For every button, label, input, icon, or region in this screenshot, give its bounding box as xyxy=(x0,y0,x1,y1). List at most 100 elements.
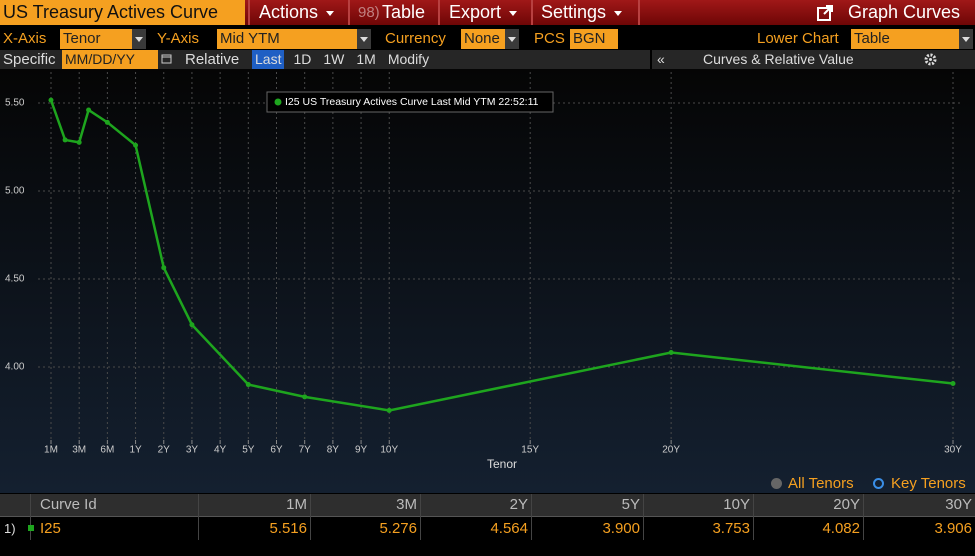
key-tenors-label[interactable]: Key Tenors xyxy=(891,475,966,492)
chart-background xyxy=(0,69,975,493)
all-tenors-radio[interactable] xyxy=(771,478,782,489)
date-field[interactable]: MM/DD/YY xyxy=(62,50,158,69)
specific-label: Specific xyxy=(3,51,56,68)
collapse-button[interactable]: « xyxy=(657,51,665,67)
table-cell: 5.276 xyxy=(379,520,417,537)
x-axis-label: X-Axis xyxy=(3,30,47,47)
pcs-field[interactable]: BGN xyxy=(570,29,618,49)
data-point xyxy=(386,407,392,413)
column-divider xyxy=(30,494,31,540)
column-divider xyxy=(310,494,311,540)
x-tick-label: 3Y xyxy=(186,445,199,456)
table-cell: 5.516 xyxy=(269,520,307,537)
x-tick-label: 1Y xyxy=(129,445,142,456)
pcs-label: PCS xyxy=(534,30,565,47)
x-tick-label: 6M xyxy=(100,445,114,456)
column-divider xyxy=(753,494,754,540)
y-tick-label: 5.00 xyxy=(5,186,25,197)
table-cell: 3.906 xyxy=(934,520,972,537)
lower-chart-value: Table xyxy=(854,30,890,47)
x-tick-label: 1M xyxy=(44,445,58,456)
x-tick-label: 5Y xyxy=(242,445,255,456)
x-axis-field[interactable]: Tenor xyxy=(60,29,146,49)
x-tick-label: 8Y xyxy=(327,445,340,456)
calendar-icon[interactable] xyxy=(161,53,173,65)
settings-menu[interactable]: Settings xyxy=(541,0,622,25)
x-tick-label: 9Y xyxy=(355,445,368,456)
x-axis-title: Tenor xyxy=(487,457,517,471)
y-tick-label: 5.50 xyxy=(5,98,25,109)
row-index: 1) xyxy=(4,521,16,536)
currency-value: None xyxy=(464,30,500,47)
legend-box xyxy=(266,91,554,113)
column-divider xyxy=(198,494,199,540)
lower-chart-label: Lower Chart xyxy=(757,30,839,47)
column-divider xyxy=(420,494,421,540)
lower-chart-field[interactable]: Table xyxy=(851,29,973,49)
relative-button[interactable]: Modify xyxy=(387,51,430,67)
all-tenors-label[interactable]: All Tenors xyxy=(788,475,854,492)
relative-button[interactable]: 1W xyxy=(323,51,345,67)
graph-curves-button[interactable]: Graph Curves xyxy=(848,2,961,22)
data-point xyxy=(668,350,674,356)
x-tick-label: 30Y xyxy=(944,445,962,456)
table-number: 98) xyxy=(358,4,380,21)
options-bar xyxy=(0,50,975,69)
x-tick-label: 4Y xyxy=(214,445,227,456)
x-tick-label: 3M xyxy=(72,445,86,456)
data-point xyxy=(189,322,195,328)
data-point xyxy=(950,381,956,387)
chart: Tenor 4.00 4.50 5.00 5.50 1M 3M 6M 1Y 2Y 3Y 4Y 5Y 6Y… xyxy=(0,69,975,493)
data-point xyxy=(245,382,251,388)
data-point xyxy=(302,394,308,400)
legend-swatch xyxy=(274,98,282,106)
y-tick-label: 4.50 xyxy=(5,274,25,285)
pcs-value: BGN xyxy=(573,30,606,47)
legend-entry: I25 US Treasury Actives Curve Last Mid Y… xyxy=(285,96,539,108)
column-divider xyxy=(863,494,864,540)
relative-button[interactable]: 1D xyxy=(293,51,312,67)
x-tick-label: 6Y xyxy=(270,445,283,456)
column-divider xyxy=(643,494,644,540)
key-tenors-radio[interactable] xyxy=(873,478,884,489)
column-divider xyxy=(531,494,532,540)
table-header xyxy=(0,494,975,516)
y-axis-label: Y-Axis xyxy=(157,30,199,47)
table-menu[interactable]: Table xyxy=(382,2,426,22)
settings-gear[interactable] xyxy=(923,52,938,67)
data-point xyxy=(133,142,139,148)
table-column-header: 20Y xyxy=(833,496,860,513)
y-axis-field[interactable]: Mid YTM xyxy=(217,29,371,49)
x-tick-label: 15Y xyxy=(521,445,539,456)
relative-buttons: Last 1D 1W 1M Modify xyxy=(252,50,432,69)
row-swatch xyxy=(28,525,34,531)
popout-icon xyxy=(817,5,833,21)
row-curve-id: I25 xyxy=(40,520,61,537)
x-tick-label: 10Y xyxy=(380,445,398,456)
screen-title: US Treasury Actives Curve xyxy=(0,0,245,25)
x-tick-label: 2Y xyxy=(158,445,171,456)
actions-menu[interactable]: Actions xyxy=(259,0,334,25)
relative-button[interactable]: 1M xyxy=(356,51,376,67)
table-column-header: 5Y xyxy=(621,496,640,513)
currency-field[interactable]: None xyxy=(461,29,519,49)
table-column-header: 3M xyxy=(396,496,417,513)
table-column-header: 2Y xyxy=(509,496,528,513)
table-cell: 4.564 xyxy=(490,520,528,537)
x-tick-label: 7Y xyxy=(299,445,312,456)
data-point xyxy=(76,139,82,145)
currency-label: Currency xyxy=(385,30,446,47)
export-menu[interactable]: Export xyxy=(449,0,517,25)
data-point xyxy=(86,107,92,113)
table-cell: 3.900 xyxy=(602,520,640,537)
panel-title: Curves & Relative Value xyxy=(703,51,854,67)
data-point xyxy=(104,119,110,125)
table-column-header: 1M xyxy=(286,496,307,513)
x-axis-value: Tenor xyxy=(63,30,101,47)
table-cell: 3.753 xyxy=(712,520,750,537)
data-point xyxy=(62,137,68,143)
table-column-header: 10Y xyxy=(723,496,750,513)
table-column-header: 30Y xyxy=(945,496,972,513)
relative-button[interactable]: Last xyxy=(252,50,285,69)
table-cell: 4.082 xyxy=(822,520,860,537)
